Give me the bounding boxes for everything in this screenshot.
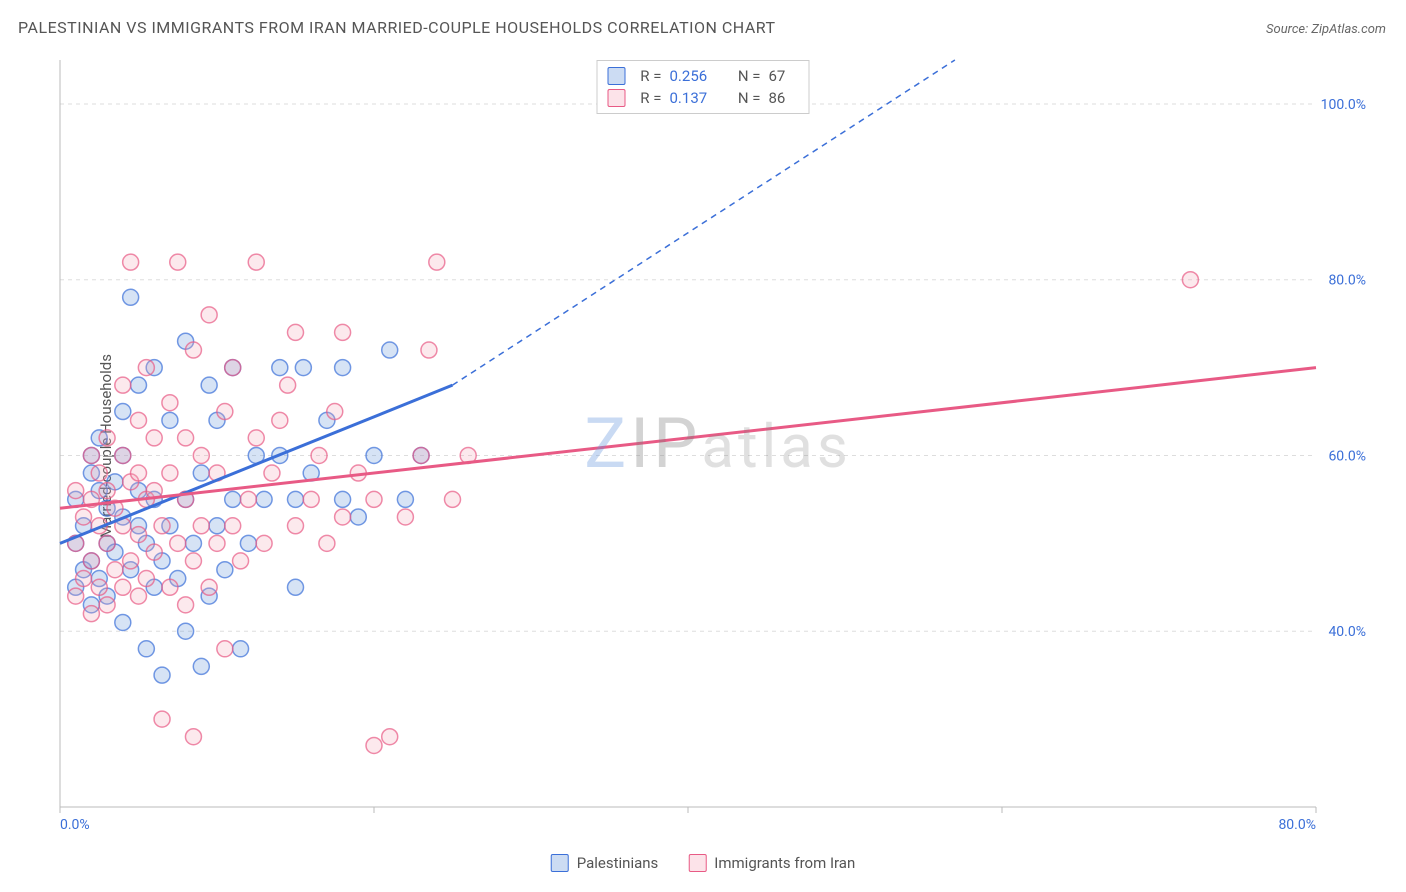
svg-text:80.0%: 80.0%: [1278, 817, 1316, 832]
swatch-series2: [688, 854, 706, 872]
n-label: N =: [733, 89, 761, 107]
source-label: Source: ZipAtlas.com: [1266, 22, 1386, 37]
correlation-stats-legend: R = 0.256 N = 67 R = 0.137 N = 86: [597, 60, 810, 114]
legend-item-series2: Immigrants from Iran: [688, 854, 855, 872]
svg-text:100.0%: 100.0%: [1321, 97, 1366, 113]
svg-text:80.0%: 80.0%: [1328, 273, 1366, 289]
swatch-series2: [608, 89, 626, 107]
series-legend: Palestinians Immigrants from Iran: [551, 854, 856, 872]
swatch-series1: [551, 854, 569, 872]
n-label: N =: [733, 67, 761, 85]
r-value-series1: 0.256: [670, 67, 725, 85]
chart-plot-area: 40.0%60.0%80.0%100.0%0.0%80.0% ZIPatlas: [50, 55, 1386, 832]
chart-title: PALESTINIAN VS IMMIGRANTS FROM IRAN MARR…: [18, 18, 776, 37]
legend-label-series1: Palestinians: [577, 854, 659, 872]
svg-text:60.0%: 60.0%: [1328, 448, 1366, 464]
scatter-chart-svg: 40.0% 60.0% 80.0% 100.0% 0.0% 80.0%: [50, 55, 1386, 832]
swatch-series1: [608, 67, 626, 85]
legend-item-series1: Palestinians: [551, 854, 659, 872]
svg-text:40.0%: 40.0%: [1328, 624, 1366, 640]
stat-row-series2: R = 0.137 N = 86: [608, 87, 799, 109]
n-value-series1: 67: [769, 67, 799, 85]
stat-row-series1: R = 0.256 N = 67: [608, 65, 799, 87]
n-value-series2: 86: [769, 89, 799, 107]
r-label: R =: [634, 67, 662, 85]
r-label: R =: [634, 89, 662, 107]
r-value-series2: 0.137: [670, 89, 725, 107]
svg-text:0.0%: 0.0%: [60, 817, 90, 832]
legend-label-series2: Immigrants from Iran: [714, 854, 855, 872]
